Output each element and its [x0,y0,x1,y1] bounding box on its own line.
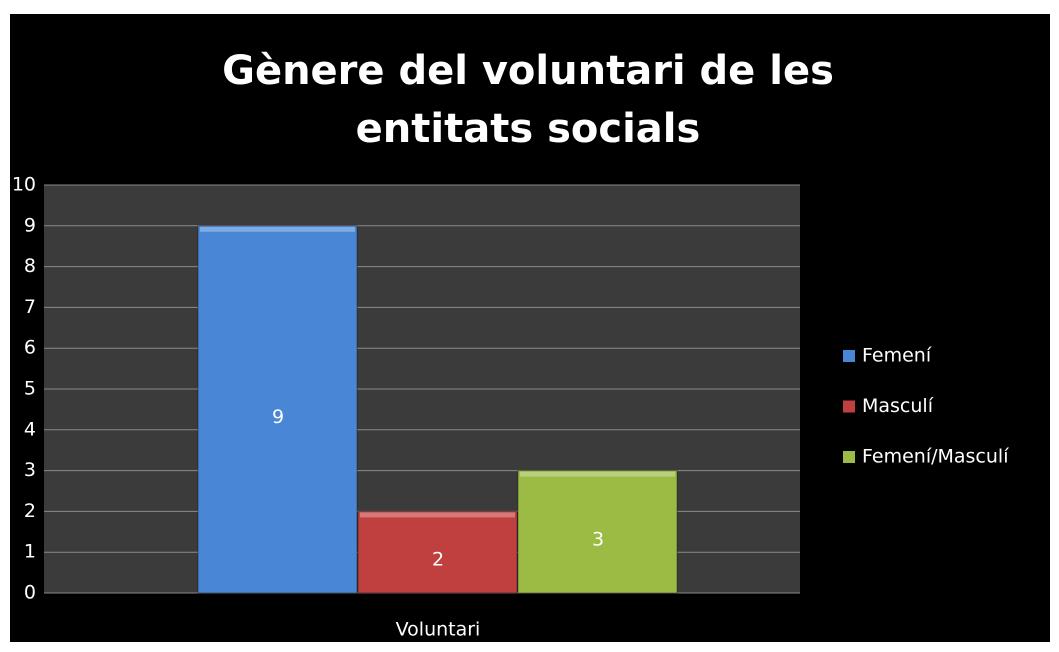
y-tick-label: 7 [24,296,36,318]
y-tick-label: 10 [12,174,36,196]
bar [357,510,518,594]
y-tick-label: 5 [24,378,36,400]
data-label: 2 [432,549,444,571]
bar-highlight [360,512,515,518]
y-tick-label: 6 [24,337,36,359]
legend-label: Masculí [862,395,934,417]
y-tick-label: 0 [24,582,36,604]
legend-swatch [843,350,855,362]
legend-label: Femení/Masculí [862,446,1009,468]
legend-label: Femení [862,345,932,367]
y-tick-label: 4 [24,418,36,440]
chart-title: Gènere del voluntari de les entitats soc… [222,48,834,152]
bar [197,225,358,594]
bar [517,470,678,594]
data-label: 3 [592,528,604,550]
bar-highlight [520,471,675,477]
x-tick-label: Voluntari [396,619,481,641]
y-tick-label: 2 [24,500,36,522]
y-tick-label: 1 [24,541,36,563]
legend-swatch [843,400,855,413]
bar-highlight [200,226,355,232]
y-tick-label: 3 [24,459,36,481]
legend-swatch [843,451,855,463]
y-tick-label: 9 [24,214,36,236]
data-label: 9 [272,406,284,428]
y-tick-label: 8 [24,255,36,277]
